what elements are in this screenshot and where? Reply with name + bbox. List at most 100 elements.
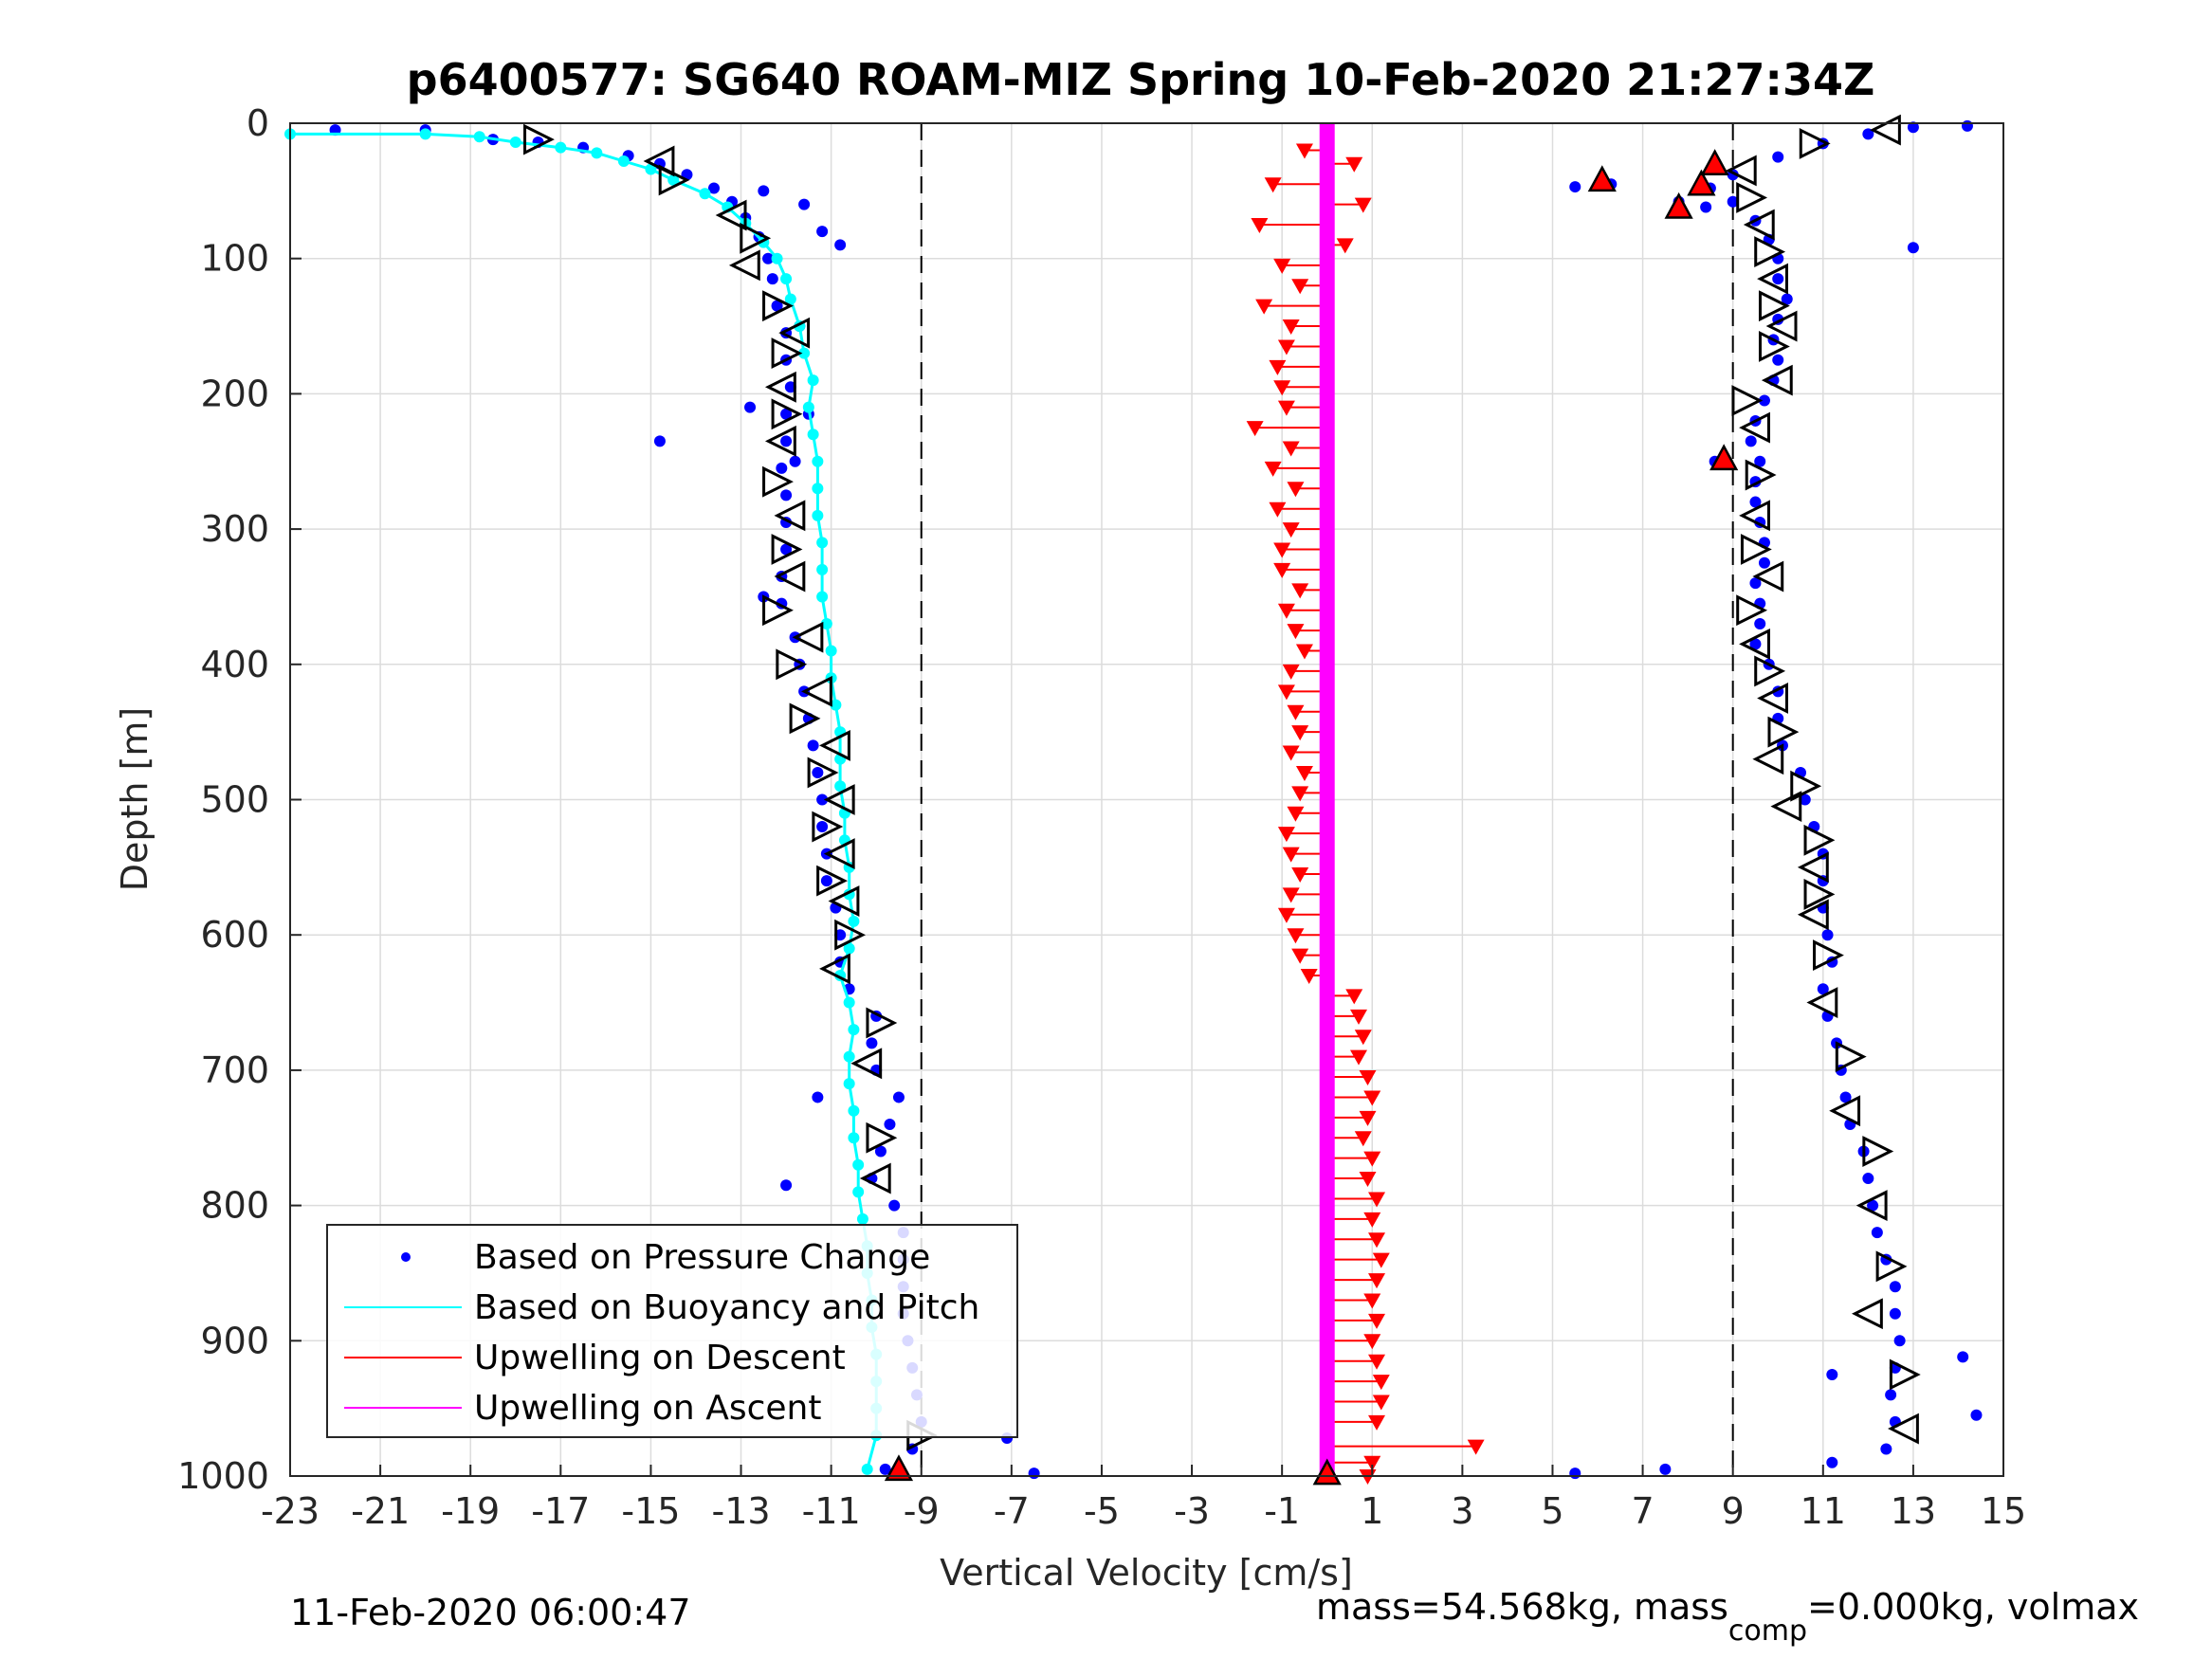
open-triangle-marker [807, 757, 839, 789]
y-tick-label: 700 [200, 1049, 269, 1091]
descent-upwelling-marker [1359, 1172, 1377, 1188]
red-triangle-marker [1664, 191, 1693, 219]
open-triangle-marker [1767, 716, 1800, 748]
pressure-change-point [780, 489, 793, 501]
open-triangle-marker [1736, 594, 1768, 627]
pressure-change-point [834, 239, 847, 251]
buoyancy-pitch-point [825, 645, 837, 657]
pressure-change-point [888, 1199, 901, 1212]
buoyancy-pitch-point [848, 915, 860, 927]
open-triangle-marker [774, 560, 806, 592]
open-triangle-marker [1790, 770, 1822, 802]
pressure-change-point [1754, 455, 1766, 467]
open-triangle-marker [866, 1121, 898, 1154]
descent-upwelling-marker [1345, 156, 1363, 173]
descent-upwelling-marker [1368, 1354, 1386, 1370]
red-triangle-marker [884, 1454, 914, 1482]
legend-label: Upwelling on Descent [474, 1339, 846, 1377]
open-triangle-marker [1803, 824, 1836, 856]
pressure-change-point [789, 455, 801, 467]
open-triangle-marker [792, 621, 824, 653]
descent-upwelling-marker [1287, 624, 1305, 640]
descent-upwelling-marker [1273, 562, 1291, 578]
legend-label: Based on Buoyancy and Pitch [474, 1288, 979, 1327]
buoyancy-pitch-point [852, 1186, 865, 1198]
descent-upwelling-marker [1354, 1131, 1372, 1147]
pressure-change-point [780, 408, 793, 420]
pressure-change-point [1569, 181, 1581, 193]
buoyancy-pitch-point [816, 591, 829, 603]
descent-upwelling-marker [1467, 1439, 1485, 1455]
descent-upwelling-marker [1363, 1455, 1381, 1471]
descent-upwelling-marker [1295, 765, 1313, 781]
descent-upwelling-marker [1282, 745, 1300, 761]
open-triangle-marker [1889, 1358, 1921, 1391]
red-triangle-marker [1312, 1458, 1342, 1486]
x-tick-label: 13 [1891, 1490, 1936, 1532]
open-triangle-marker [776, 648, 808, 681]
open-triangle-marker [1835, 1041, 1867, 1073]
open-triangle-marker [523, 123, 555, 155]
open-triangle-marker [816, 865, 848, 897]
open-triangle-marker [1799, 127, 1831, 159]
open-triangle-marker [823, 838, 855, 870]
pressure-change-point [892, 1091, 905, 1103]
open-triangle-marker [771, 337, 803, 370]
buoyancy-pitch-point [830, 699, 842, 711]
open-triangle-marker [774, 500, 806, 532]
descent-upwelling-marker [1287, 482, 1305, 498]
descent-upwelling-marker [1282, 319, 1300, 336]
pressure-change-point [1028, 1468, 1040, 1480]
pressure-change-point [780, 1179, 793, 1192]
pressure-change-point [1957, 1351, 1969, 1363]
pressure-change-point [1862, 128, 1874, 140]
open-triangle-marker [1797, 899, 1829, 931]
buoyancy-pitch-point [509, 136, 521, 148]
x-tick-label: -5 [1084, 1490, 1120, 1532]
descent-upwelling-marker [1246, 421, 1264, 437]
open-triangle-marker [1888, 1413, 1919, 1445]
pressure-change-point [816, 793, 829, 806]
red-triangle-marker [1587, 165, 1617, 192]
descent-upwelling-marker [1287, 704, 1305, 720]
y-tick-label: 600 [200, 914, 269, 956]
pressure-change-point [776, 462, 788, 474]
pressure-change-point [884, 1118, 896, 1130]
descent-upwelling-marker [1354, 1030, 1372, 1046]
x-tick-label: -17 [531, 1490, 590, 1532]
buoyancy-pitch-point [812, 483, 824, 495]
buoyancy-pitch-point [820, 617, 832, 629]
red-triangle-marker [1700, 149, 1729, 176]
pressure-change-point [812, 766, 824, 778]
y-axis-ticks: 0 100 200 300 400 500 600 700 800 900 1000 [177, 102, 302, 1497]
open-triangle-marker [1731, 385, 1764, 416]
open-triangle-marker [1851, 1298, 1883, 1330]
descent-upwelling-marker [1359, 1070, 1377, 1086]
pressure-change-point [1826, 1456, 1838, 1468]
pressure-change-point [1889, 1307, 1901, 1320]
descent-upwelling-marker [1368, 1414, 1386, 1431]
open-triangle-marker [1725, 155, 1757, 187]
pressure-change-point [1826, 1368, 1838, 1380]
pressure-change-point [820, 875, 832, 887]
open-triangle-marker [1806, 987, 1838, 1018]
buoyancy-pitch-point [843, 1050, 855, 1063]
y-tick-label: 800 [200, 1185, 269, 1227]
legend-label: Based on Pressure Change [474, 1238, 930, 1277]
open-triangle-marker [1757, 263, 1788, 295]
open-triangle-marker [1797, 851, 1829, 884]
descent-upwelling-marker [1291, 786, 1309, 802]
y-tick-label: 500 [200, 779, 269, 821]
descent-upwelling-marker [1277, 684, 1295, 701]
x-tick-label: -21 [351, 1490, 410, 1532]
descent-upwelling-marker [1273, 380, 1291, 396]
descent-upwelling-marker [1295, 644, 1313, 660]
pressure-change-point [1659, 1463, 1672, 1475]
descent-upwelling-marker [1282, 887, 1300, 903]
open-triangle-marker [1754, 236, 1786, 267]
pressure-change-point [653, 435, 666, 447]
open-triangle-marker [740, 222, 772, 254]
pressure-change-point [866, 1037, 878, 1049]
buoyancy-pitch-point [807, 428, 819, 441]
